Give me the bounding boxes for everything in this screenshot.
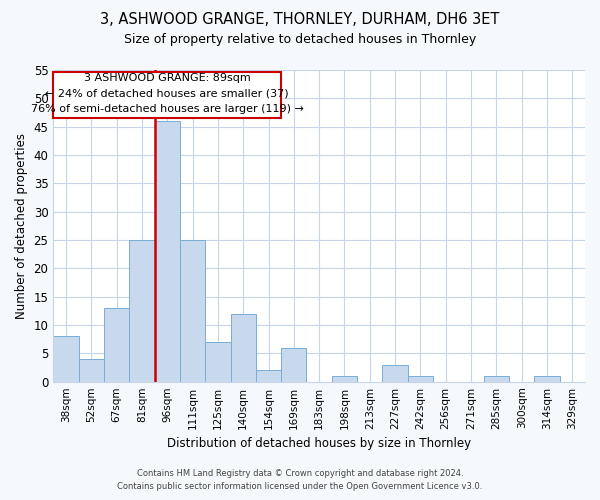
Bar (155, 121, 180, 382)
FancyBboxPatch shape (53, 72, 281, 118)
Y-axis label: Number of detached properties: Number of detached properties (15, 133, 28, 319)
Bar (180, 240, 205, 382)
Bar (382, 364, 408, 382)
Bar (408, 376, 433, 382)
Text: 3 ASHWOOD GRANGE: 89sqm
← 24% of detached houses are smaller (37)
76% of semi-de: 3 ASHWOOD GRANGE: 89sqm ← 24% of detache… (31, 73, 304, 114)
Text: Size of property relative to detached houses in Thornley: Size of property relative to detached ho… (124, 32, 476, 46)
Bar (129, 240, 155, 382)
Bar (205, 342, 230, 382)
Bar (484, 376, 509, 382)
Text: Contains HM Land Registry data © Crown copyright and database right 2024.
Contai: Contains HM Land Registry data © Crown c… (118, 470, 482, 491)
Bar (230, 314, 256, 382)
Text: 3, ASHWOOD GRANGE, THORNLEY, DURHAM, DH6 3ET: 3, ASHWOOD GRANGE, THORNLEY, DURHAM, DH6… (100, 12, 500, 28)
X-axis label: Distribution of detached houses by size in Thornley: Distribution of detached houses by size … (167, 437, 471, 450)
Bar (332, 376, 357, 382)
Bar (535, 376, 560, 382)
Bar (79, 359, 104, 382)
Bar (256, 370, 281, 382)
Bar (104, 308, 129, 382)
Bar (53, 336, 79, 382)
Bar (281, 348, 307, 382)
